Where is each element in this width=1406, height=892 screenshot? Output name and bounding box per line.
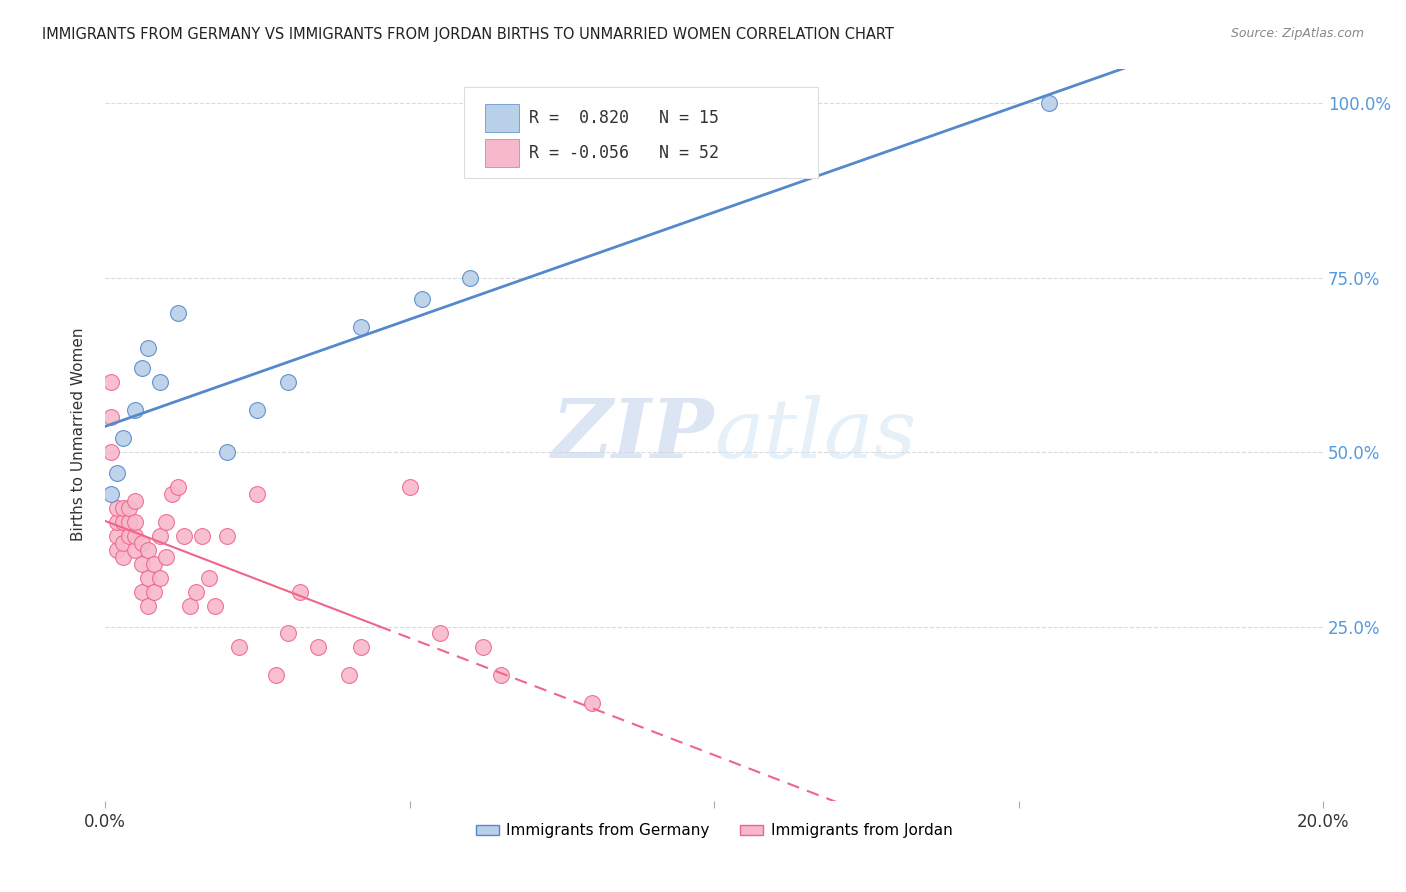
Y-axis label: Births to Unmarried Women: Births to Unmarried Women bbox=[72, 328, 86, 541]
Point bbox=[149, 529, 172, 543]
Point bbox=[167, 480, 190, 494]
Point bbox=[112, 500, 135, 515]
Point bbox=[136, 571, 159, 585]
Text: ZIP: ZIP bbox=[551, 394, 714, 475]
Point bbox=[100, 376, 122, 390]
Point bbox=[118, 515, 141, 529]
Point bbox=[124, 542, 146, 557]
Point bbox=[131, 361, 153, 376]
Point bbox=[105, 542, 128, 557]
Point bbox=[149, 571, 172, 585]
Text: Source: ZipAtlas.com: Source: ZipAtlas.com bbox=[1230, 27, 1364, 40]
Point bbox=[136, 599, 159, 613]
Point bbox=[186, 584, 208, 599]
Point bbox=[288, 584, 311, 599]
Point bbox=[112, 515, 135, 529]
Point bbox=[277, 626, 299, 640]
Bar bbox=[485, 104, 519, 132]
Point bbox=[105, 515, 128, 529]
Point bbox=[131, 584, 153, 599]
Point bbox=[581, 696, 603, 710]
Point bbox=[173, 529, 195, 543]
Text: R =  0.820   N = 15: R = 0.820 N = 15 bbox=[529, 110, 718, 128]
Point bbox=[149, 376, 172, 390]
Bar bbox=[485, 139, 519, 167]
Point bbox=[167, 305, 190, 319]
Point bbox=[350, 640, 373, 655]
Point bbox=[429, 626, 451, 640]
Point bbox=[124, 515, 146, 529]
Point bbox=[124, 529, 146, 543]
Point bbox=[112, 549, 135, 564]
Point bbox=[155, 515, 177, 529]
Point bbox=[124, 403, 146, 417]
Point bbox=[142, 557, 165, 571]
Point bbox=[398, 480, 420, 494]
Point bbox=[100, 445, 122, 459]
Point bbox=[105, 500, 128, 515]
Point bbox=[228, 640, 250, 655]
Point bbox=[307, 640, 329, 655]
Point bbox=[179, 599, 201, 613]
Point bbox=[160, 487, 183, 501]
Point bbox=[136, 542, 159, 557]
Point bbox=[1038, 96, 1060, 111]
Point bbox=[246, 487, 269, 501]
Point bbox=[215, 445, 238, 459]
Text: atlas: atlas bbox=[714, 394, 917, 475]
Point bbox=[489, 668, 512, 682]
Point bbox=[131, 557, 153, 571]
Point bbox=[100, 487, 122, 501]
Point bbox=[118, 500, 141, 515]
Point bbox=[136, 341, 159, 355]
Point bbox=[118, 529, 141, 543]
Point bbox=[471, 640, 494, 655]
Legend: Immigrants from Germany, Immigrants from Jordan: Immigrants from Germany, Immigrants from… bbox=[470, 817, 959, 845]
Text: IMMIGRANTS FROM GERMANY VS IMMIGRANTS FROM JORDAN BIRTHS TO UNMARRIED WOMEN CORR: IMMIGRANTS FROM GERMANY VS IMMIGRANTS FR… bbox=[42, 27, 894, 42]
Point bbox=[105, 529, 128, 543]
Point bbox=[155, 549, 177, 564]
Point bbox=[246, 403, 269, 417]
Text: R = -0.056   N = 52: R = -0.056 N = 52 bbox=[529, 144, 718, 161]
FancyBboxPatch shape bbox=[464, 87, 818, 178]
Point bbox=[277, 376, 299, 390]
Point bbox=[204, 599, 226, 613]
Point bbox=[350, 319, 373, 334]
Point bbox=[112, 536, 135, 550]
Point bbox=[215, 529, 238, 543]
Point bbox=[264, 668, 287, 682]
Point bbox=[131, 536, 153, 550]
Point bbox=[142, 584, 165, 599]
Point bbox=[100, 410, 122, 425]
Point bbox=[124, 494, 146, 508]
Point bbox=[112, 431, 135, 445]
Point bbox=[460, 270, 482, 285]
Point bbox=[191, 529, 214, 543]
Point bbox=[411, 292, 433, 306]
Point bbox=[197, 571, 219, 585]
Point bbox=[105, 466, 128, 480]
Point bbox=[337, 668, 360, 682]
